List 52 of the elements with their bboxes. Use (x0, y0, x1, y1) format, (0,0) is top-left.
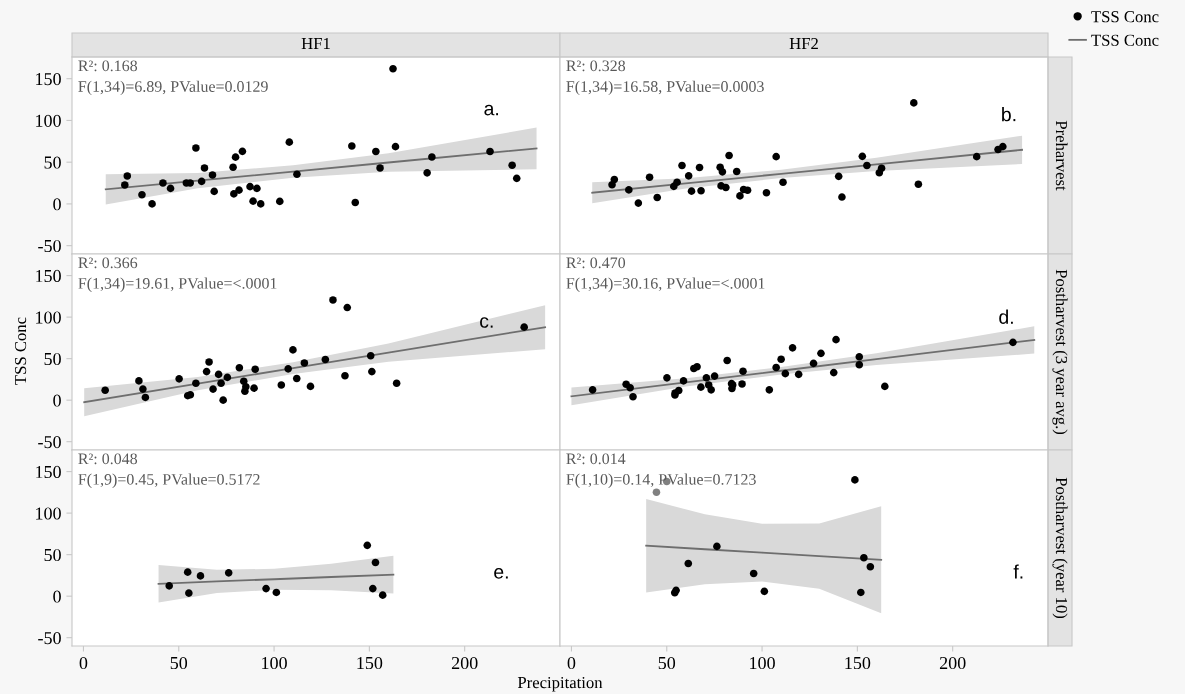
y-tick-label: 50 (44, 548, 61, 562)
annotation: e. (494, 568, 508, 579)
x-tick-label: 100 (262, 656, 287, 670)
x-tick-label: 150 (845, 656, 871, 670)
annotation: R²: 0.048 (78, 453, 138, 465)
x-axis-title: Precipitation (517, 676, 603, 692)
y-tick-label: 100 (36, 507, 61, 520)
y2-axis-title: Preharvest (1055, 120, 1068, 191)
annotation: R²: 0.366 (78, 257, 138, 269)
chart-title: HF1 (301, 38, 330, 50)
annotation: R²: 0.470 (566, 257, 626, 269)
legend-label: TSS Conc (1091, 34, 1159, 46)
legend-label: TSS Conc (1091, 11, 1159, 23)
y-tick-label: 150 (36, 465, 61, 479)
y-tick-label: -50 (38, 239, 61, 253)
annotation: F(1,34)=30.16, PValue=<.0001 (566, 277, 765, 292)
y2-axis-title: Postharvest (year 10) (1052, 477, 1068, 619)
x-tick-label: 100 (750, 656, 775, 670)
x-tick-label: 200 (451, 656, 478, 670)
y-tick-label: 0 (53, 590, 61, 603)
y-tick-label: 50 (44, 156, 61, 169)
annotation: F(1,34)=16.58, PValue=0.0003 (566, 80, 764, 96)
y-axis-title: TSS Conc (14, 317, 27, 385)
annotation: d. (999, 309, 1013, 324)
x-tick-label: 0 (567, 656, 576, 670)
annotation: F(1,9)=0.45, PValue=0.5172 (78, 473, 260, 488)
annotation: R²: 0.168 (78, 60, 138, 72)
x-tick-label: 150 (357, 656, 383, 670)
y-tick-label: -50 (38, 435, 61, 449)
annotation: F(1,34)=6.89, PValue=0.0129 (78, 80, 268, 96)
annotation: F(1,10)=0.14, PValue=0.7123 (566, 473, 756, 488)
y-tick-label: 0 (53, 198, 61, 211)
y-tick-label: 100 (36, 114, 61, 127)
y2-axis-title: Postharvest (3 year avg.) (1052, 269, 1068, 435)
chart-title: HF2 (789, 37, 818, 50)
y-tick-label: 150 (36, 72, 61, 86)
y-tick-label: 50 (44, 352, 61, 366)
x-tick-label: 0 (79, 656, 88, 670)
annotation: R²: 0.328 (566, 60, 626, 72)
y-tick-label: 150 (36, 269, 61, 283)
annotation: c. (480, 317, 493, 328)
x-tick-label: 200 (939, 656, 966, 670)
x-tick-label: 50 (658, 656, 676, 670)
annotation: R²: 0.014 (566, 453, 626, 465)
y-tick-label: -50 (38, 631, 61, 645)
annotation: a. (484, 104, 499, 116)
annotation: f. (1013, 564, 1023, 579)
x-tick-label: 50 (170, 656, 188, 670)
annotation: b. (1002, 107, 1016, 122)
annotation: F(1,34)=19.61, PValue=<.0001 (78, 277, 277, 292)
y-tick-label: 100 (36, 311, 61, 324)
y-tick-label: 0 (53, 394, 61, 407)
